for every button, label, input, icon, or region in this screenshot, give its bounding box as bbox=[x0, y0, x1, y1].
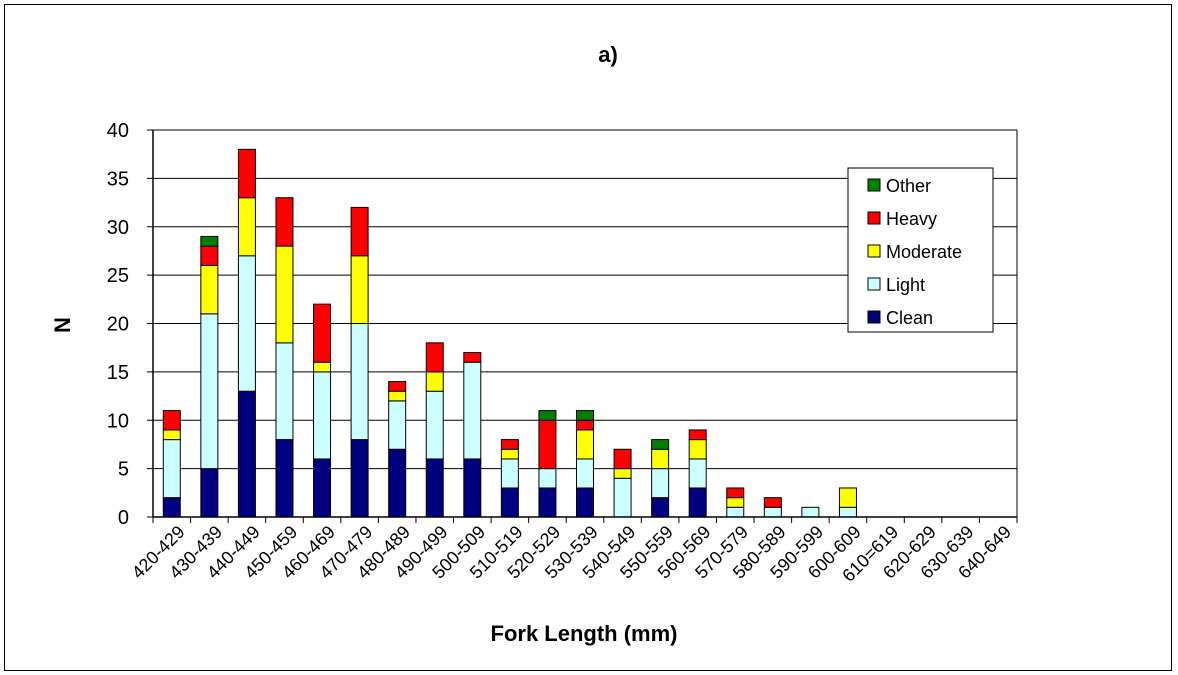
bar-segment-light bbox=[275, 342, 294, 441]
bar-segment-light bbox=[801, 506, 820, 518]
bar-segment-other bbox=[576, 410, 594, 421]
bar-segment-clean bbox=[500, 487, 519, 518]
bar-segment-other bbox=[538, 410, 557, 421]
bar-segment-heavy bbox=[463, 352, 482, 363]
chart-title: a) bbox=[598, 42, 618, 67]
legend-label-light: Light bbox=[886, 275, 925, 295]
y-tick-label: 25 bbox=[107, 265, 129, 287]
bar-segment-clean bbox=[162, 497, 181, 518]
bar-segment-moderate bbox=[838, 487, 857, 508]
legend-swatch-clean bbox=[867, 310, 881, 324]
bar-segment-moderate bbox=[651, 448, 670, 470]
bar-segment-light bbox=[838, 506, 857, 518]
y-tick-label: 5 bbox=[118, 459, 129, 481]
bar-segment-light bbox=[313, 371, 332, 460]
bar-segment-heavy bbox=[763, 497, 782, 508]
bar-segment-clean bbox=[350, 439, 369, 518]
bar-segment-moderate bbox=[200, 264, 219, 315]
bar-segment-light bbox=[200, 313, 219, 470]
y-tick-label: 10 bbox=[107, 410, 129, 432]
bar-segment-clean bbox=[275, 439, 294, 518]
bar-segment-light bbox=[726, 506, 745, 518]
bar-segment-clean bbox=[688, 487, 707, 518]
y-tick-label: 15 bbox=[107, 362, 129, 384]
bar-segment-light bbox=[613, 477, 632, 518]
bar-segment-light bbox=[463, 361, 482, 460]
bar-segment-heavy bbox=[237, 148, 256, 199]
bar-segment-heavy bbox=[388, 381, 407, 392]
bar-segment-moderate bbox=[350, 255, 369, 324]
bar-segment-other bbox=[651, 439, 670, 450]
bar-segment-clean bbox=[538, 487, 557, 518]
bar-segment-heavy bbox=[200, 245, 219, 266]
bar-segment-clean bbox=[576, 487, 594, 518]
legend: Other Heavy Moderate Light Clean bbox=[847, 167, 994, 333]
bar-segment-clean bbox=[388, 448, 407, 518]
bar-segment-clean bbox=[463, 458, 482, 518]
bar-segment-other bbox=[200, 235, 219, 247]
bar-segment-light bbox=[763, 506, 782, 518]
bar-segment-heavy bbox=[275, 197, 294, 247]
bar-segment-clean bbox=[651, 497, 670, 518]
y-tick-label: 40 bbox=[107, 120, 129, 142]
bar-segment-heavy bbox=[576, 419, 594, 431]
bar-segment-light bbox=[500, 458, 519, 489]
bar-segment-moderate bbox=[275, 245, 294, 344]
legend-label-other: Other bbox=[886, 176, 931, 196]
bar-segment-heavy bbox=[313, 303, 332, 363]
y-tick-label: 20 bbox=[107, 314, 129, 336]
bar-segment-heavy bbox=[425, 342, 444, 373]
bar-segment-heavy bbox=[688, 429, 707, 441]
bar-segment-light bbox=[425, 390, 444, 460]
bar-segment-moderate bbox=[425, 371, 444, 392]
bar-segment-light bbox=[162, 439, 181, 499]
y-tick-label: 35 bbox=[107, 168, 129, 190]
y-axis-label: N bbox=[50, 317, 75, 333]
bar-segment-light bbox=[538, 468, 557, 489]
legend-swatch-light bbox=[867, 277, 881, 291]
legend-swatch-heavy bbox=[867, 211, 881, 225]
bar-segment-heavy bbox=[726, 487, 745, 499]
bar-segment-light bbox=[651, 468, 670, 499]
bar-segment-clean bbox=[313, 458, 332, 518]
x-axis-label: Fork Length (mm) bbox=[491, 621, 678, 646]
bar-segment-heavy bbox=[613, 448, 632, 470]
legend-label-heavy: Heavy bbox=[886, 209, 937, 229]
bar-segment-moderate bbox=[388, 390, 407, 402]
bar-segment-clean bbox=[200, 468, 219, 518]
bar-segment-heavy bbox=[538, 419, 557, 470]
bar-segment-light bbox=[350, 323, 369, 441]
bar-segment-light bbox=[576, 458, 594, 489]
y-tick-label: 30 bbox=[107, 217, 129, 239]
bar-segment-moderate bbox=[688, 439, 707, 460]
bar-segment-moderate bbox=[313, 361, 332, 373]
bar-segment-heavy bbox=[350, 206, 369, 257]
bars bbox=[162, 148, 857, 518]
bar-segment-moderate bbox=[726, 497, 745, 508]
bar-segment-clean bbox=[237, 390, 256, 518]
bar-segment-moderate bbox=[613, 468, 632, 479]
bar-segment-moderate bbox=[162, 429, 181, 441]
chart-frame bbox=[4, 4, 1172, 671]
bar-segment-moderate bbox=[576, 429, 594, 460]
bar-segment-heavy bbox=[500, 439, 519, 450]
bar-segment-light bbox=[688, 458, 707, 489]
legend-label-moderate: Moderate bbox=[886, 242, 962, 262]
y-tick-label: 0 bbox=[118, 507, 129, 529]
bar-segment-heavy bbox=[162, 410, 181, 431]
bar-segment-moderate bbox=[237, 197, 256, 257]
legend-label-clean: Clean bbox=[886, 308, 933, 328]
bar-segment-light bbox=[388, 400, 407, 450]
bar-segment-moderate bbox=[500, 448, 519, 460]
legend-swatch-other bbox=[867, 178, 881, 192]
bar-segment-light bbox=[237, 255, 256, 392]
legend-swatch-moderate bbox=[867, 244, 881, 258]
bar-segment-clean bbox=[425, 458, 444, 518]
